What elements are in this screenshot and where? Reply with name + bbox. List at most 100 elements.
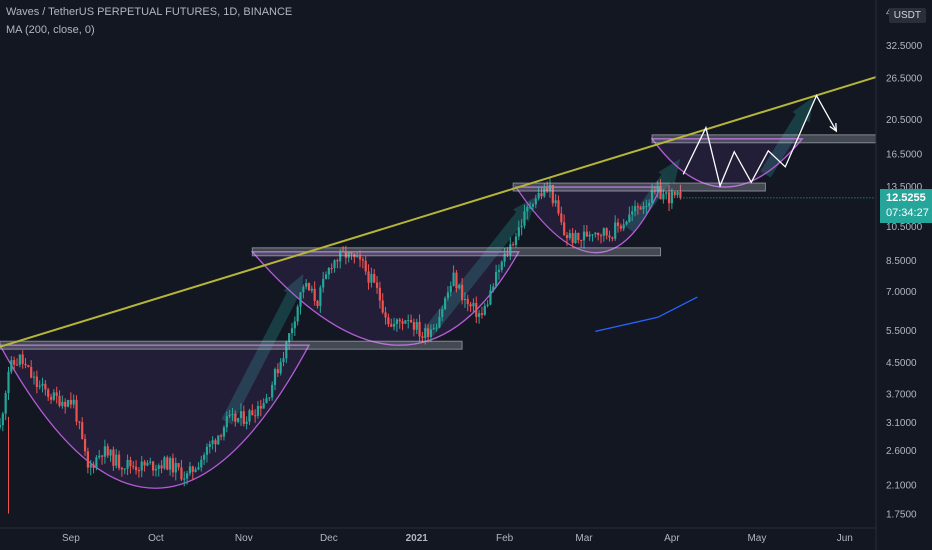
candle-body [290,328,294,334]
candle-body [242,411,245,424]
candle [656,180,659,198]
candle-body [205,446,209,455]
candle-body [506,253,509,255]
candle [117,450,121,471]
resistance-box [0,340,463,350]
candle-body [234,413,237,422]
candle-body [180,467,183,480]
candle [480,306,484,319]
time-tick-label: Jun [837,533,853,544]
candle [381,293,384,315]
candle [239,403,243,426]
candle [290,322,294,341]
candle [614,215,617,241]
candle-body [171,458,175,473]
candle-body [631,211,634,215]
candle [7,366,10,400]
candle [622,218,625,232]
candle [395,318,398,332]
indicator-label[interactable]: MA (200, close, 0) [6,24,95,36]
candle-body [248,410,251,422]
price-tick-label: 5.5000 [886,326,917,337]
candle-body [322,278,325,288]
candle-body [602,228,605,236]
candle-body [548,184,552,192]
current-price-badge: 12.5255 07:34:27 [880,188,932,223]
forecast-arrow [760,96,814,178]
candle-body [95,457,98,468]
price-tick-label: 16.5000 [886,150,923,161]
candle-body [421,336,424,338]
candle-body [313,288,316,301]
candle-body [44,383,47,390]
candle-body [120,468,124,470]
candle [344,245,347,265]
currency-unit[interactable]: USDT [888,8,926,23]
candle [302,284,305,299]
candle-body [557,200,560,214]
candle [356,252,359,258]
candle-body [650,190,654,203]
candle-body [285,342,288,359]
candle [390,318,393,328]
candle-body [432,328,435,330]
candle-body [316,300,319,307]
candle-body [358,256,362,260]
candle-body [18,354,21,365]
candle [577,232,580,244]
candle [361,257,364,269]
candle-body [591,234,594,236]
resistance-boxes [0,134,877,350]
candle [69,392,72,409]
candle [591,234,594,242]
candle [367,264,370,290]
candle-body [676,191,679,196]
price-tick-label: 20.5000 [886,115,923,126]
candle-body [52,392,55,400]
candle-body [319,287,322,307]
candle [670,188,673,209]
candle-body [100,455,104,457]
candle-body [183,478,186,480]
candle [330,263,333,274]
candle-body [608,235,611,238]
candle-body [27,365,30,367]
candle [109,449,112,462]
chart-title: Waves / TetherUS PERPETUAL FUTURES, 1D, … [6,6,293,18]
candle-body [475,302,478,317]
candle [149,457,152,465]
candle [307,282,311,291]
candle [15,358,19,366]
candle [21,350,24,369]
candle [112,446,115,471]
candle [514,232,518,248]
candle [495,264,498,287]
candle-body [61,401,64,406]
trendline-layer [0,76,877,348]
candle [370,267,373,288]
cup-arc [250,251,520,346]
candle-body [341,250,345,252]
price-tick-label: 8.5000 [886,256,917,267]
candle-body [438,316,441,328]
price-tick-label: 3.1000 [886,418,917,429]
time-tick-label: Apr [664,533,680,544]
candle-body [47,389,50,397]
candle-body [398,319,401,322]
candle [265,393,268,404]
candle [27,364,30,368]
candle [429,324,433,343]
candle [140,456,143,478]
candle [642,201,645,215]
price-tick-label: 1.7500 [886,510,917,521]
candle-body [429,329,433,338]
candle [466,294,469,312]
candle [310,285,313,294]
candle-body [288,333,291,343]
candle-body [435,327,438,329]
candle-body [565,235,569,239]
candle [146,460,149,467]
candle-body [302,286,305,293]
candle-body [151,461,155,471]
